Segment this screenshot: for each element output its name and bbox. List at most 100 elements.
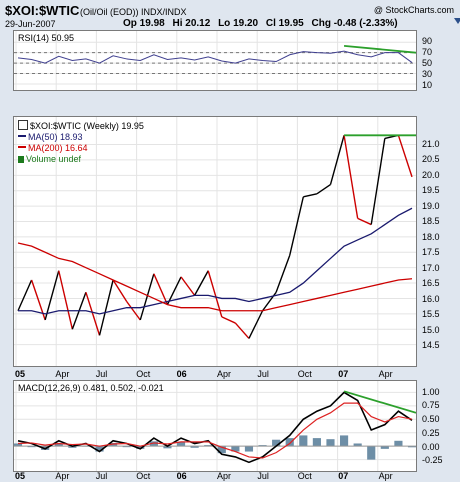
series-segment: [85, 292, 101, 336]
ma-200--line: [17, 242, 413, 312]
quote-bar: Op 19.98 Hi 20.12 Lo 19.20 Cl 19.95 Chg …: [123, 18, 403, 29]
x-tick-label: 06: [176, 471, 187, 481]
y-tick-label: 30: [422, 69, 433, 80]
series-segment: [370, 138, 386, 225]
y-tick-label: 18.5: [422, 216, 440, 227]
chevron-down-icon[interactable]: [454, 18, 460, 24]
y-tick-label: 16.5: [422, 278, 440, 289]
quote-close: Cl 19.95: [265, 18, 304, 29]
x-tick-label: 05: [15, 471, 26, 481]
x-tick-label: Jul: [95, 471, 108, 481]
series-segment: [207, 270, 223, 318]
y-tick-label: 20.0: [422, 169, 440, 180]
series-segment: [221, 316, 236, 324]
histogram-bar: [217, 446, 226, 454]
chart-symbol: $XOI:$WTIC: [5, 3, 80, 18]
y-tick-label: 0.75: [422, 400, 440, 411]
x-tick-label: Apr: [217, 369, 232, 379]
histogram-bar: [272, 439, 281, 447]
brand-watermark: @ StockCharts.com: [373, 5, 454, 15]
price-y-axis: 21.0 20.5 20.0 19.5 19.0 18.5 18.0 17.5 17.0 16.5…: [419, 116, 459, 367]
series-segment: [112, 279, 128, 302]
x-tick-label: Apr: [55, 369, 70, 379]
x-tick-label: 07: [338, 471, 349, 481]
x-tick-label: Jul: [257, 471, 269, 481]
histogram-bar: [190, 446, 199, 448]
histogram-bar: [136, 446, 145, 449]
series-segment: [153, 273, 169, 305]
series-segment: [234, 322, 250, 339]
x-tick-label: Oct: [136, 471, 151, 481]
x-tick-label: Apr: [55, 471, 70, 481]
chart-description: (Oil/Oil (EOD)) INDX/INDX: [80, 7, 187, 17]
series-segment: [357, 217, 372, 226]
rsi-plot: [14, 31, 416, 90]
macd-panel: MACD(12,26,9) 0.481, 0.502, -0.021: [13, 380, 417, 472]
histogram-bar: [312, 438, 321, 447]
price-panel: $XOI:$WTIC (Weekly) 19.95 MA(50) 18.93 M…: [13, 116, 417, 367]
series-segment: [98, 279, 114, 336]
series-segment: [248, 310, 264, 339]
trendline: [343, 44, 416, 54]
x-tick-label: Oct: [297, 471, 312, 481]
price-plot: [14, 117, 416, 366]
series-segment: [343, 135, 359, 219]
y-tick-label: 90: [422, 36, 433, 47]
y-tick-label: 10: [422, 80, 433, 90]
price-x-axis: 05 Apr Jul Oct 06 Apr Jul Oct 07 Apr: [13, 368, 417, 380]
x-tick-label: Oct: [136, 369, 151, 379]
y-tick-label: 1.00: [422, 386, 440, 397]
series-segment: [17, 279, 33, 312]
histogram-bar: [353, 443, 362, 447]
y-tick-label: 17.5: [422, 247, 440, 258]
quote-change: Chg -0.48 (-2.33%): [311, 18, 398, 29]
y-tick-label: 50: [422, 58, 433, 69]
signal-line: [17, 402, 413, 459]
rsi-panel: RSI(14) 50.95: [13, 30, 417, 91]
series-segment: [303, 193, 318, 198]
quote-high: Hi 20.12: [172, 18, 211, 29]
y-tick-label: 0.50: [422, 414, 440, 425]
y-tick-label: 21.0: [422, 138, 440, 149]
macd-y-axis: 1.00 0.75 0.50 0.25 0.00 -0.25: [419, 380, 459, 472]
histogram-bar: [27, 446, 36, 448]
histogram-bar: [407, 446, 416, 448]
series-segment: [316, 183, 331, 195]
x-tick-label: Apr: [217, 471, 232, 481]
trendline: [343, 390, 416, 414]
histogram-bar: [149, 441, 158, 447]
histogram-bar: [244, 446, 254, 452]
y-tick-label: 18.0: [422, 231, 440, 242]
y-tick-label: 0.25: [422, 427, 440, 438]
y-tick-label: 20.5: [422, 154, 440, 165]
x-tick-label: Jul: [257, 369, 269, 379]
quote-open: Op 19.98: [123, 18, 165, 29]
x-tick-label: Oct: [297, 369, 312, 379]
macd-plot: [14, 381, 416, 471]
series-segment: [166, 276, 182, 305]
series-segment: [275, 255, 291, 293]
histogram-bar: [380, 446, 389, 449]
histogram-bar: [122, 446, 131, 448]
y-tick-label: 19.0: [422, 200, 440, 211]
series-line: [17, 50, 413, 64]
price-legend: $XOI:$WTIC (Weekly) 19.95 MA(50) 18.93 M…: [18, 120, 144, 165]
histogram-bar: [258, 445, 267, 447]
y-tick-label: 19.5: [422, 185, 440, 196]
rsi-y-axis: 90 70 50 30 10: [419, 30, 459, 91]
series-segment: [44, 270, 60, 321]
y-tick-label: 15.5: [422, 309, 440, 320]
series-segment: [194, 270, 209, 296]
series-segment: [126, 301, 141, 321]
y-tick-label: 70: [422, 47, 433, 58]
x-tick-label: Apr: [378, 471, 393, 481]
y-tick-label: 15.0: [422, 324, 440, 335]
series-segment: [180, 276, 196, 296]
series-segment: [139, 273, 155, 321]
y-tick-label: -0.25: [422, 455, 443, 466]
x-tick-label: Jul: [95, 369, 108, 379]
y-tick-label: 17.0: [422, 262, 440, 273]
series-segment: [58, 270, 74, 330]
series-segment: [289, 196, 304, 256]
macd-legend: MACD(12,26,9) 0.481, 0.502, -0.021: [18, 383, 164, 393]
